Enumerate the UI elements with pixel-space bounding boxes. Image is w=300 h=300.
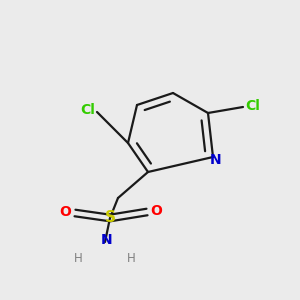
Text: H: H xyxy=(74,251,83,265)
Text: N: N xyxy=(101,233,112,248)
Text: O: O xyxy=(59,206,71,219)
Text: Cl: Cl xyxy=(245,99,260,113)
Text: H: H xyxy=(127,251,136,265)
Text: O: O xyxy=(151,204,163,218)
Text: N: N xyxy=(210,153,222,167)
Text: S: S xyxy=(104,211,116,226)
Text: Cl: Cl xyxy=(80,103,95,118)
